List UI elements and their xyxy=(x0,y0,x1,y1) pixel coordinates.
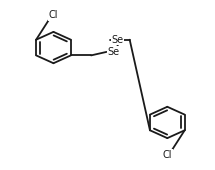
Text: Se: Se xyxy=(111,35,123,45)
Text: Cl: Cl xyxy=(49,10,58,20)
Text: Se: Se xyxy=(108,47,120,57)
Text: Cl: Cl xyxy=(163,150,172,160)
